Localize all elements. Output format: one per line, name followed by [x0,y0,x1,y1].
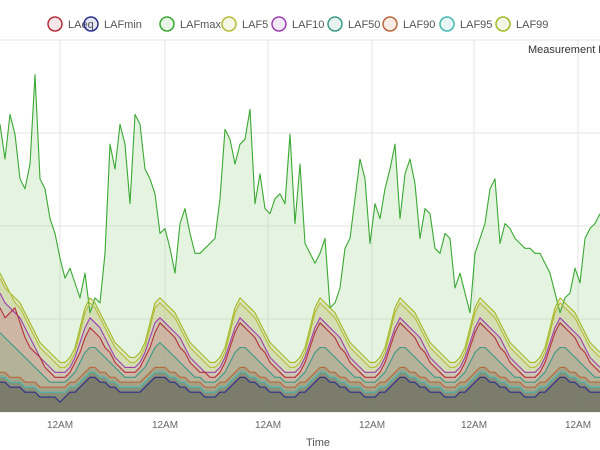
series-line-laeq [0,307,600,378]
legend-label: LAF90 [403,19,435,31]
legend-label: LAF50 [348,19,380,31]
legend-label: LAFmax [180,19,221,31]
legend-swatch [159,16,175,32]
x-tick-label: 12AM [255,420,281,431]
series-line-laf99 [0,272,600,363]
legend-swatch [47,16,63,32]
legend-label: LAF5 [242,19,268,31]
series-line-laf90 [0,366,600,388]
x-axis-ticks: 12AM 12AM 12AM 12AM 12AM 12AM [47,420,591,431]
series-line-laf5 [0,277,600,368]
series-line-laf95 [0,371,600,393]
series-area-laf5 [0,278,600,412]
legend-item-laf5[interactable]: LAF5 [221,16,268,32]
legend-swatch [83,16,99,32]
legend-item-laf99[interactable]: LAF99 [495,16,548,32]
legend-label: LAF95 [460,19,492,31]
series-area-lafmin [0,377,600,412]
series-line-laf50 [0,332,600,383]
series-line-lafmax [0,74,600,314]
x-tick-label: 12AM [359,420,385,431]
legend-label: LAFmin [104,19,142,31]
legend-swatch [382,16,398,32]
x-tick-label: 12AM [565,420,591,431]
series-line-laf10 [0,292,600,373]
series-lines [0,74,600,403]
x-tick-label: 12AM [47,420,73,431]
legend-swatch [439,16,455,32]
measurement-annotation: Measurement F [528,44,600,56]
legend-swatch [495,16,511,32]
legend-item-laeq[interactable]: LAeq [47,16,94,32]
legend-item-lafmin[interactable]: LAFmin [83,16,142,32]
legend-label: LAF99 [516,19,548,31]
legend-swatch [327,16,343,32]
legend-label: LAF10 [292,19,324,31]
legend[interactable]: LAeq LAFmin LAFmax LAF5 LAF10 LAF50 LAF90 LAF95… [47,16,548,32]
legend-item-laf95[interactable]: LAF95 [439,16,492,32]
legend-item-laf90[interactable]: LAF90 [382,16,435,32]
x-tick-label: 12AM [461,420,487,431]
legend-item-lafmax[interactable]: LAFmax [159,16,221,32]
series-line-lafmin [0,376,600,403]
legend-item-laf50[interactable]: LAF50 [327,16,380,32]
x-axis-title: Time [306,437,330,449]
x-tick-label: 12AM [152,420,178,431]
legend-swatch [221,16,237,32]
legend-item-laf10[interactable]: LAF10 [271,16,324,32]
legend-swatch [271,16,287,32]
legend-label: LAeq [68,19,94,31]
